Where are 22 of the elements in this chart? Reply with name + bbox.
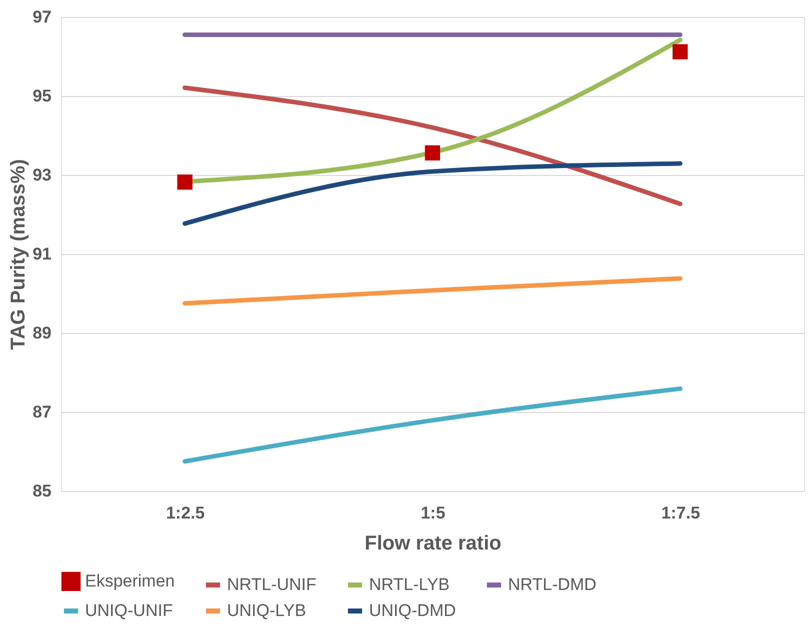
y-tick-label: 91	[32, 244, 52, 264]
x-tick-label: 1:2.5	[166, 504, 205, 522]
point	[424, 145, 440, 160]
legend-label: UNIQ-UNIF	[85, 601, 173, 620]
legend-label: UNIQ-LYB	[227, 601, 306, 620]
legend-label: UNIQ-DMD	[369, 601, 456, 620]
y-tick-label: 87	[32, 402, 52, 422]
y-tick-label: 89	[32, 324, 52, 342]
y-tick-label: 93	[32, 166, 52, 184]
x-tick-label: 1:7.5	[661, 504, 700, 522]
y-tick-label: 85	[32, 482, 52, 500]
y-axis-title: TAG Purity (mass%)	[8, 159, 30, 350]
legend-label: NRTL-DMD	[508, 575, 596, 594]
x-axis-title: Flow rate ratio	[364, 532, 502, 554]
legend-label: NRTL-LYB	[369, 575, 450, 594]
y-tick-label: 97	[32, 8, 52, 26]
x-tick-label: 1:5	[420, 504, 446, 522]
legend-label: Eksperimen	[85, 571, 175, 590]
legend-label: NRTL-UNIF	[227, 575, 316, 594]
y-tick-label: 95	[32, 86, 52, 106]
point	[177, 174, 192, 190]
point	[672, 44, 688, 60]
